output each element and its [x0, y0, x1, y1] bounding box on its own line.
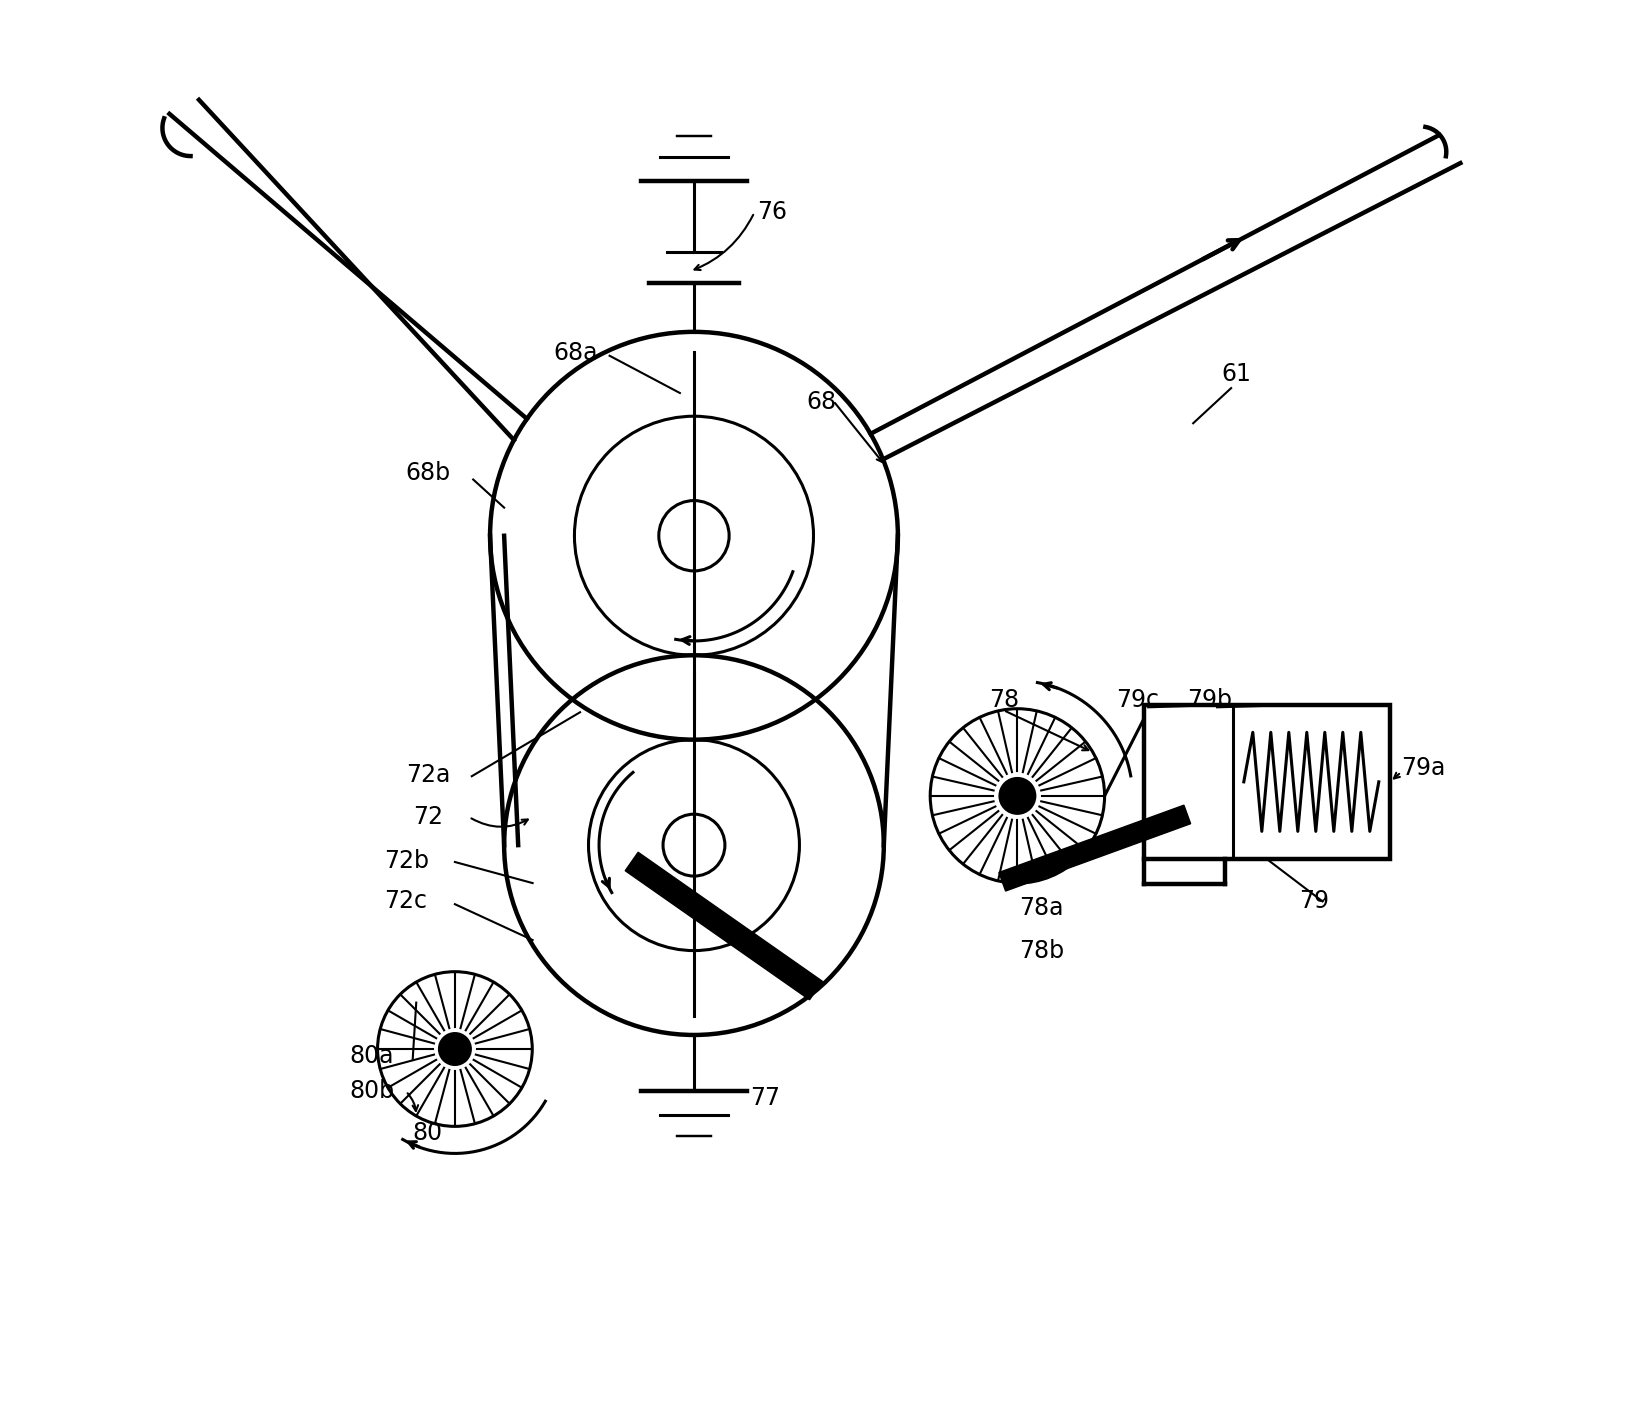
Text: 78a: 78a [1019, 896, 1064, 920]
Bar [1144, 704, 1389, 859]
Text: 61: 61 [1222, 362, 1251, 386]
Circle shape [1001, 778, 1035, 813]
Text: 80: 80 [413, 1122, 443, 1146]
Polygon shape [625, 852, 823, 1000]
Text: 68b: 68b [405, 461, 451, 485]
Text: 72c: 72c [384, 889, 428, 913]
Text: 80b: 80b [350, 1079, 395, 1103]
Text: 68: 68 [807, 390, 836, 414]
Text: 77: 77 [750, 1086, 781, 1110]
Text: 72a: 72a [405, 762, 451, 786]
Text: 78b: 78b [1019, 938, 1064, 962]
Text: 79: 79 [1298, 889, 1329, 913]
Text: 72b: 72b [384, 848, 430, 872]
Text: 78: 78 [989, 689, 1020, 713]
Circle shape [439, 1034, 470, 1064]
Text: 76: 76 [757, 200, 787, 224]
Text: 79c: 79c [1116, 689, 1158, 713]
Text: 72: 72 [413, 805, 443, 828]
Text: 80a: 80a [350, 1044, 394, 1068]
Text: 79b: 79b [1188, 689, 1233, 713]
Polygon shape [999, 805, 1191, 890]
Text: 79a: 79a [1401, 755, 1446, 779]
Text: 68a: 68a [553, 341, 597, 365]
